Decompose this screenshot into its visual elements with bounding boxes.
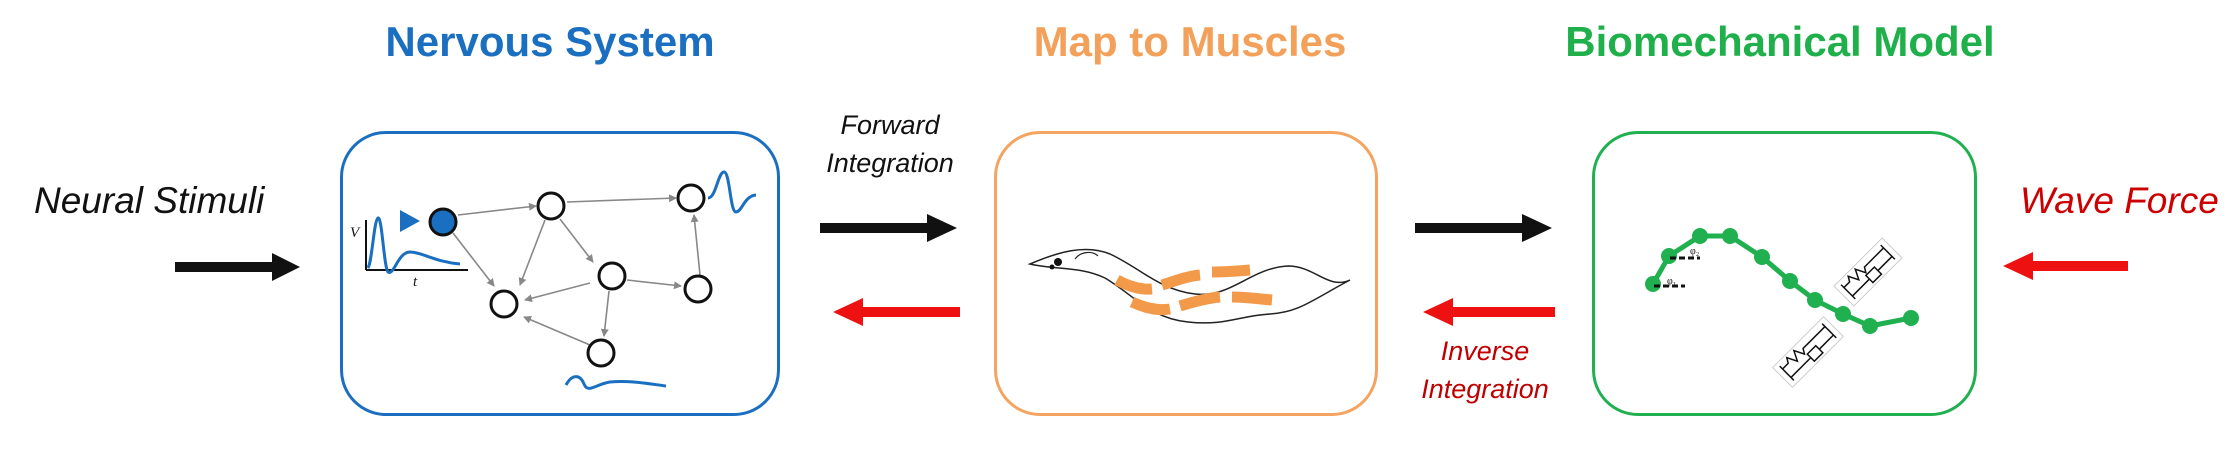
inverse-arrow-map-to-nervous bbox=[833, 298, 960, 326]
spring-damper-lower bbox=[1771, 315, 1845, 389]
neural-stimuli-label: Neural Stimuli bbox=[34, 180, 265, 221]
biomechanical-model-title: Biomechanical Model bbox=[1565, 18, 1995, 65]
input-neuron bbox=[428, 207, 458, 237]
neuron bbox=[676, 183, 706, 213]
output-spike-trace bbox=[707, 170, 757, 214]
wave-force-label: Wave Force bbox=[2020, 180, 2219, 221]
inverse-label-line2: Integration bbox=[1421, 374, 1549, 404]
wave-force-arrow bbox=[2003, 252, 2128, 280]
neuron bbox=[536, 191, 566, 221]
neural-network: V t bbox=[350, 170, 757, 390]
voltage-axis-label: V bbox=[350, 225, 361, 241]
neuron bbox=[586, 338, 616, 368]
biomechanical-model-box bbox=[1592, 131, 1977, 416]
map-to-muscles-title: Map to Muscles bbox=[1033, 18, 1347, 65]
input-triangle bbox=[400, 210, 420, 232]
nervous-system-title: Nervous System bbox=[385, 18, 715, 65]
inverse-label-line1: Inverse bbox=[1440, 336, 1530, 366]
time-axis-label: t bbox=[413, 274, 418, 290]
inverse-arrow-bio-to-map bbox=[1423, 298, 1555, 326]
forward-arrow-map-to-bio bbox=[1415, 214, 1552, 242]
angle-phi2-label: φ₂ bbox=[1690, 246, 1699, 257]
forward-arrow-nervous-to-map bbox=[820, 214, 957, 242]
neuron bbox=[489, 289, 519, 319]
forward-label-line2: Integration bbox=[826, 148, 954, 178]
neuron bbox=[683, 274, 713, 304]
output-wave-trace bbox=[564, 375, 667, 390]
voltage-plot: V t bbox=[350, 216, 468, 290]
forward-label-line1: Forward bbox=[840, 110, 940, 140]
biomechanical-chain: φ₁ φ₂ bbox=[1645, 228, 1919, 389]
worm-illustration bbox=[1027, 248, 1351, 324]
nervous-system-box bbox=[340, 131, 780, 416]
spring-damper-upper bbox=[1833, 237, 1903, 307]
neuron bbox=[597, 261, 627, 291]
neural-stimuli-arrow bbox=[175, 253, 300, 281]
angle-phi1-label: φ₁ bbox=[1667, 276, 1676, 287]
map-to-muscles-box bbox=[994, 131, 1378, 416]
